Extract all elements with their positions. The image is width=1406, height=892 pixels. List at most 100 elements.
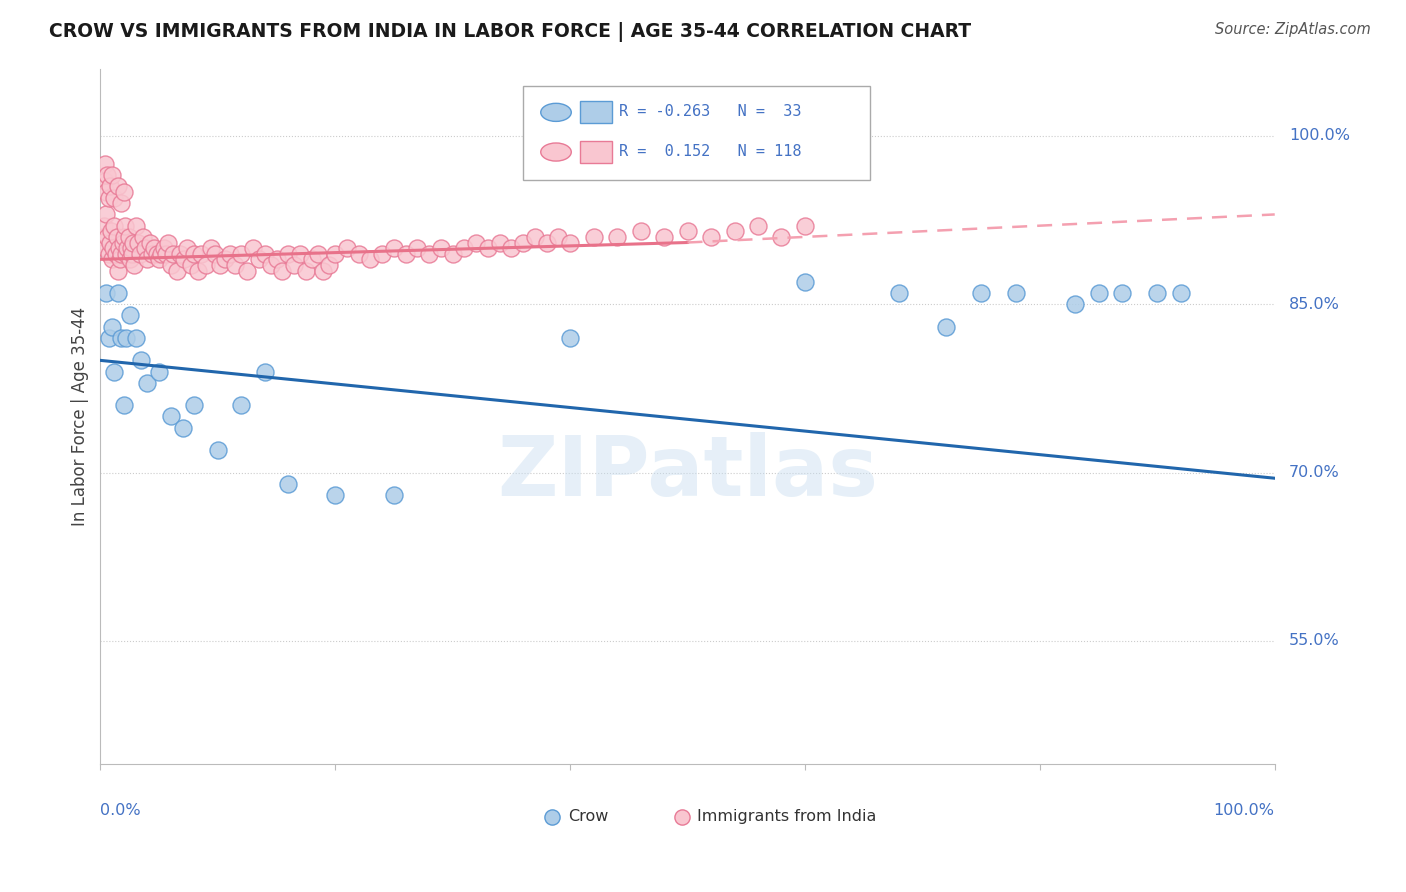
Point — [1064, 297, 1087, 311]
Point — [347, 246, 370, 260]
Point — [214, 252, 236, 267]
Point — [207, 443, 229, 458]
Text: Source: ZipAtlas.com: Source: ZipAtlas.com — [1215, 22, 1371, 37]
Text: R = -0.263   N =  33: R = -0.263 N = 33 — [620, 104, 801, 120]
Point — [134, 241, 156, 255]
Point — [747, 219, 769, 233]
Point — [148, 252, 170, 267]
Text: 85.0%: 85.0% — [1289, 297, 1340, 311]
Point — [277, 246, 299, 260]
Point — [98, 235, 121, 250]
Point — [107, 285, 129, 300]
Point — [523, 230, 546, 244]
Point — [93, 219, 115, 233]
Point — [96, 230, 118, 244]
Point — [117, 241, 139, 255]
Point — [465, 235, 488, 250]
Point — [136, 252, 159, 267]
Point — [970, 285, 993, 300]
Point — [183, 398, 205, 412]
Point — [110, 246, 132, 260]
Point — [558, 331, 581, 345]
Bar — [579, 101, 613, 123]
Point — [121, 246, 143, 260]
Point — [723, 224, 745, 238]
Point — [101, 319, 124, 334]
Point — [307, 246, 329, 260]
Point — [558, 235, 581, 250]
Point — [323, 488, 346, 502]
Point — [630, 224, 652, 238]
Point — [312, 263, 335, 277]
Point — [111, 235, 134, 250]
Point — [97, 246, 120, 260]
Point — [236, 263, 259, 277]
Point — [118, 252, 141, 267]
Text: R =  0.152   N = 118: R = 0.152 N = 118 — [620, 144, 801, 159]
Point — [794, 275, 817, 289]
Point — [150, 246, 173, 260]
Point — [1146, 285, 1168, 300]
Point — [127, 235, 149, 250]
Point — [794, 219, 817, 233]
Point — [138, 235, 160, 250]
Point — [159, 409, 181, 424]
Point — [200, 241, 222, 255]
Point — [124, 219, 146, 233]
Point — [323, 246, 346, 260]
Point — [359, 252, 381, 267]
Text: 0.0%: 0.0% — [100, 803, 141, 818]
Point — [104, 246, 127, 260]
FancyBboxPatch shape — [523, 86, 869, 180]
Point — [124, 258, 146, 272]
Text: 100.0%: 100.0% — [1213, 803, 1275, 818]
Point — [91, 230, 114, 244]
Point — [148, 365, 170, 379]
Point — [430, 241, 453, 255]
Point — [283, 258, 305, 272]
Point — [242, 241, 264, 255]
Point — [371, 246, 394, 260]
Point — [162, 246, 184, 260]
Point — [120, 241, 142, 255]
Point — [501, 241, 523, 255]
Point — [136, 376, 159, 390]
Point — [288, 246, 311, 260]
Point — [155, 246, 177, 260]
Point — [259, 258, 281, 272]
Point — [547, 230, 569, 244]
Point — [112, 230, 135, 244]
Point — [488, 235, 510, 250]
Point — [700, 230, 723, 244]
Point — [336, 241, 359, 255]
Point — [253, 365, 276, 379]
Point — [169, 246, 191, 260]
Bar — [579, 141, 613, 163]
Point — [887, 285, 910, 300]
Point — [301, 252, 323, 267]
Point — [141, 246, 163, 260]
Point — [652, 230, 675, 244]
Point — [247, 252, 270, 267]
Point — [96, 207, 118, 221]
Point — [204, 246, 226, 260]
Point — [187, 263, 209, 277]
Point — [118, 309, 141, 323]
Point — [271, 263, 294, 277]
Point — [107, 263, 129, 277]
Point — [112, 185, 135, 199]
Point — [224, 258, 246, 272]
Point — [159, 258, 181, 272]
Point — [103, 241, 125, 255]
Point — [770, 230, 793, 244]
Point — [676, 224, 699, 238]
Point — [97, 191, 120, 205]
Point — [110, 252, 132, 267]
Point — [143, 241, 166, 255]
Point — [98, 179, 121, 194]
Point — [441, 246, 464, 260]
Point — [1170, 285, 1192, 300]
Point — [117, 230, 139, 244]
Point — [935, 319, 957, 334]
Point — [145, 246, 167, 260]
